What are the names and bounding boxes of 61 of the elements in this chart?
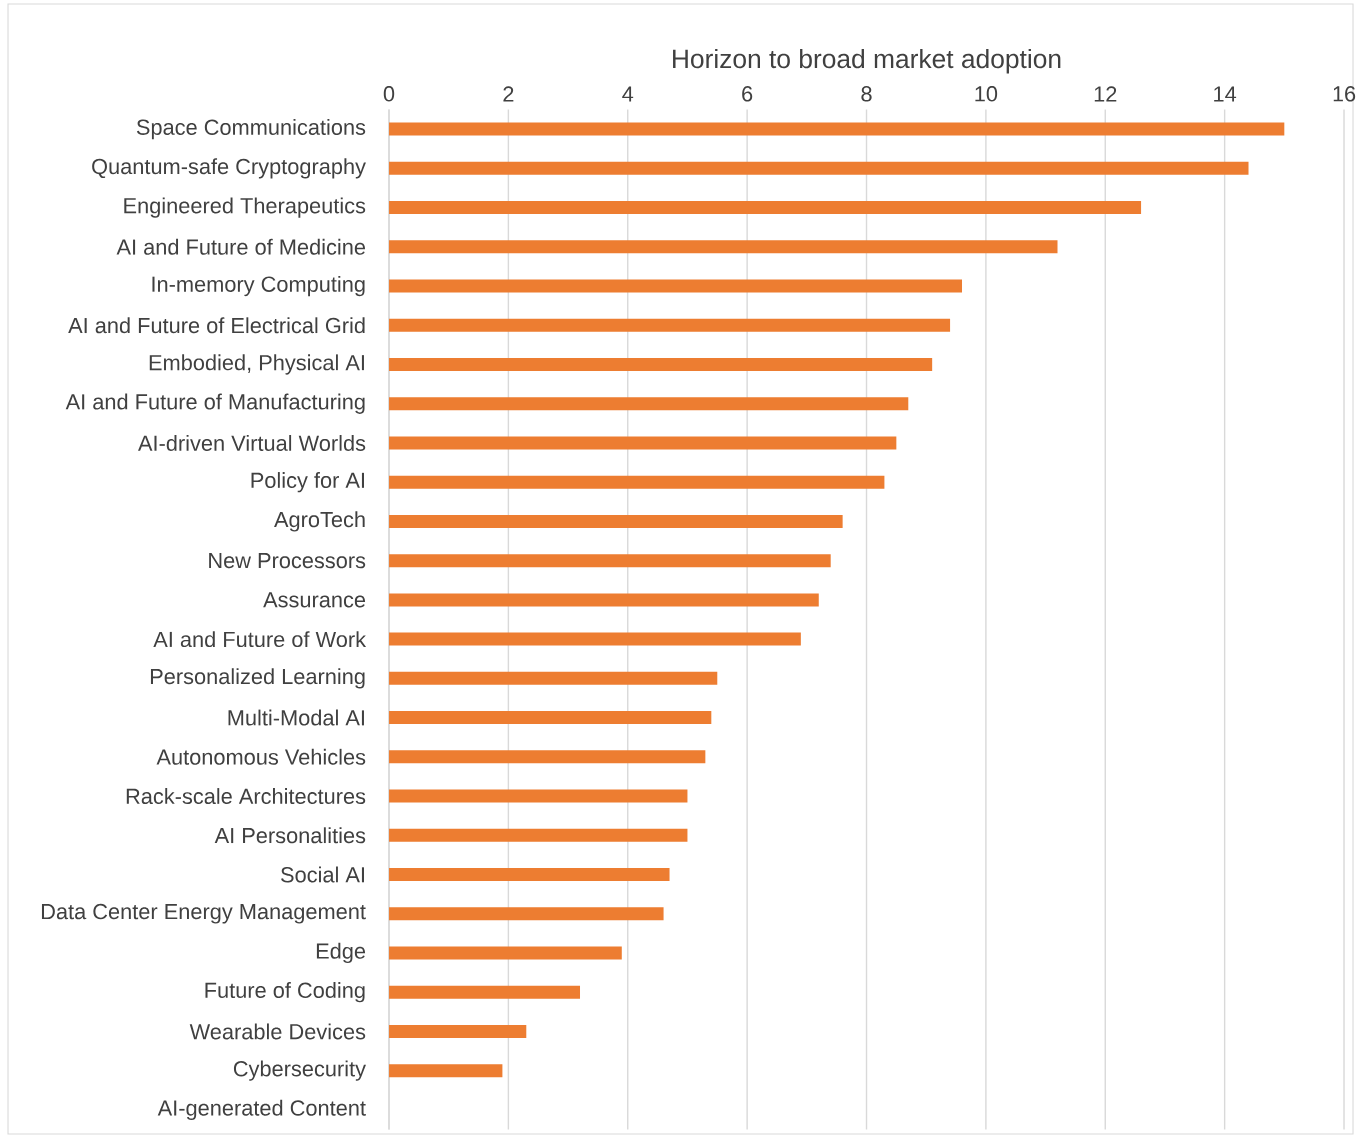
y-tick-label: AI-driven Virtual Worlds bbox=[138, 434, 366, 451]
x-tick-label: 16 bbox=[1333, 86, 1356, 102]
bar bbox=[389, 789, 688, 803]
y-tick-label: Quantum-safe Cryptography bbox=[92, 158, 366, 179]
chart-title: Horizon to broad market adoption bbox=[673, 48, 1061, 74]
y-tick-label: AI and Future of Work bbox=[153, 631, 367, 648]
y-tick-label: Embodied, Physical AI bbox=[149, 354, 364, 375]
bar bbox=[389, 867, 670, 881]
x-tick-label: 8 bbox=[861, 86, 872, 102]
y-tick-label: AgroTech bbox=[274, 511, 365, 532]
y-tick-label: Wearable Devices bbox=[189, 1023, 366, 1040]
bar bbox=[389, 475, 885, 489]
y-tick-label: Rack-scale Architectures bbox=[126, 788, 366, 805]
y-tick-label: AI and Future of Manufacturing bbox=[65, 393, 365, 414]
bar bbox=[389, 122, 1285, 136]
bar bbox=[389, 436, 897, 450]
y-tick-label: Cybersecurity bbox=[233, 1060, 366, 1081]
x-tick-label: 14 bbox=[1214, 86, 1237, 102]
bar bbox=[389, 593, 819, 607]
y-tick-label: Social AI bbox=[281, 866, 364, 883]
bar bbox=[389, 946, 622, 960]
y-tick-label: Assurance bbox=[263, 592, 366, 608]
bar bbox=[389, 985, 581, 999]
y-tick-label: Edge bbox=[316, 942, 366, 964]
bar bbox=[389, 240, 1058, 254]
y-tick-label: Policy for AI bbox=[251, 472, 364, 493]
y-tick-label: AI-generated Content bbox=[157, 1099, 366, 1121]
bar bbox=[389, 279, 963, 293]
bar bbox=[389, 671, 718, 685]
x-tick-label: 6 bbox=[742, 86, 753, 102]
bar bbox=[389, 318, 951, 332]
y-tick-label: Autonomous Vehicles bbox=[156, 748, 366, 765]
y-tick-label: Engineered Therapeutics bbox=[124, 197, 366, 218]
y-tick-label: AI Personalities bbox=[214, 827, 366, 844]
y-tick-label: Space Communications bbox=[136, 118, 366, 140]
y-tick-label: Personalized Learning bbox=[150, 668, 365, 689]
y-tick-label: Data Center Energy Management bbox=[41, 903, 366, 924]
bar bbox=[389, 554, 831, 568]
bar bbox=[389, 828, 688, 842]
y-tick-label: Multi-Modal AI bbox=[228, 709, 364, 726]
bar bbox=[389, 711, 712, 725]
bar bbox=[389, 1024, 527, 1038]
bar bbox=[389, 1064, 503, 1078]
x-tick-label: 4 bbox=[622, 86, 634, 102]
bar bbox=[389, 201, 1142, 215]
x-tick-label: 12 bbox=[1094, 86, 1117, 102]
bar bbox=[389, 358, 933, 372]
y-tick-label: AI and Future of Electrical Grid bbox=[68, 317, 365, 334]
y-tick-label: AI and Future of Medicine bbox=[116, 238, 366, 255]
x-tick-label: 2 bbox=[503, 86, 514, 102]
bar bbox=[389, 161, 1249, 175]
x-tick-label: 0 bbox=[383, 86, 395, 102]
bar bbox=[389, 907, 664, 921]
bar bbox=[389, 750, 706, 764]
y-tick-label: In-memory Computing bbox=[152, 275, 365, 297]
bar bbox=[389, 632, 801, 646]
bar bbox=[389, 514, 843, 528]
y-tick-label: Future of Coding bbox=[205, 982, 365, 1003]
x-tick-label: 10 bbox=[975, 86, 998, 102]
bar bbox=[389, 397, 909, 411]
y-tick-label: New Processors bbox=[209, 553, 366, 569]
